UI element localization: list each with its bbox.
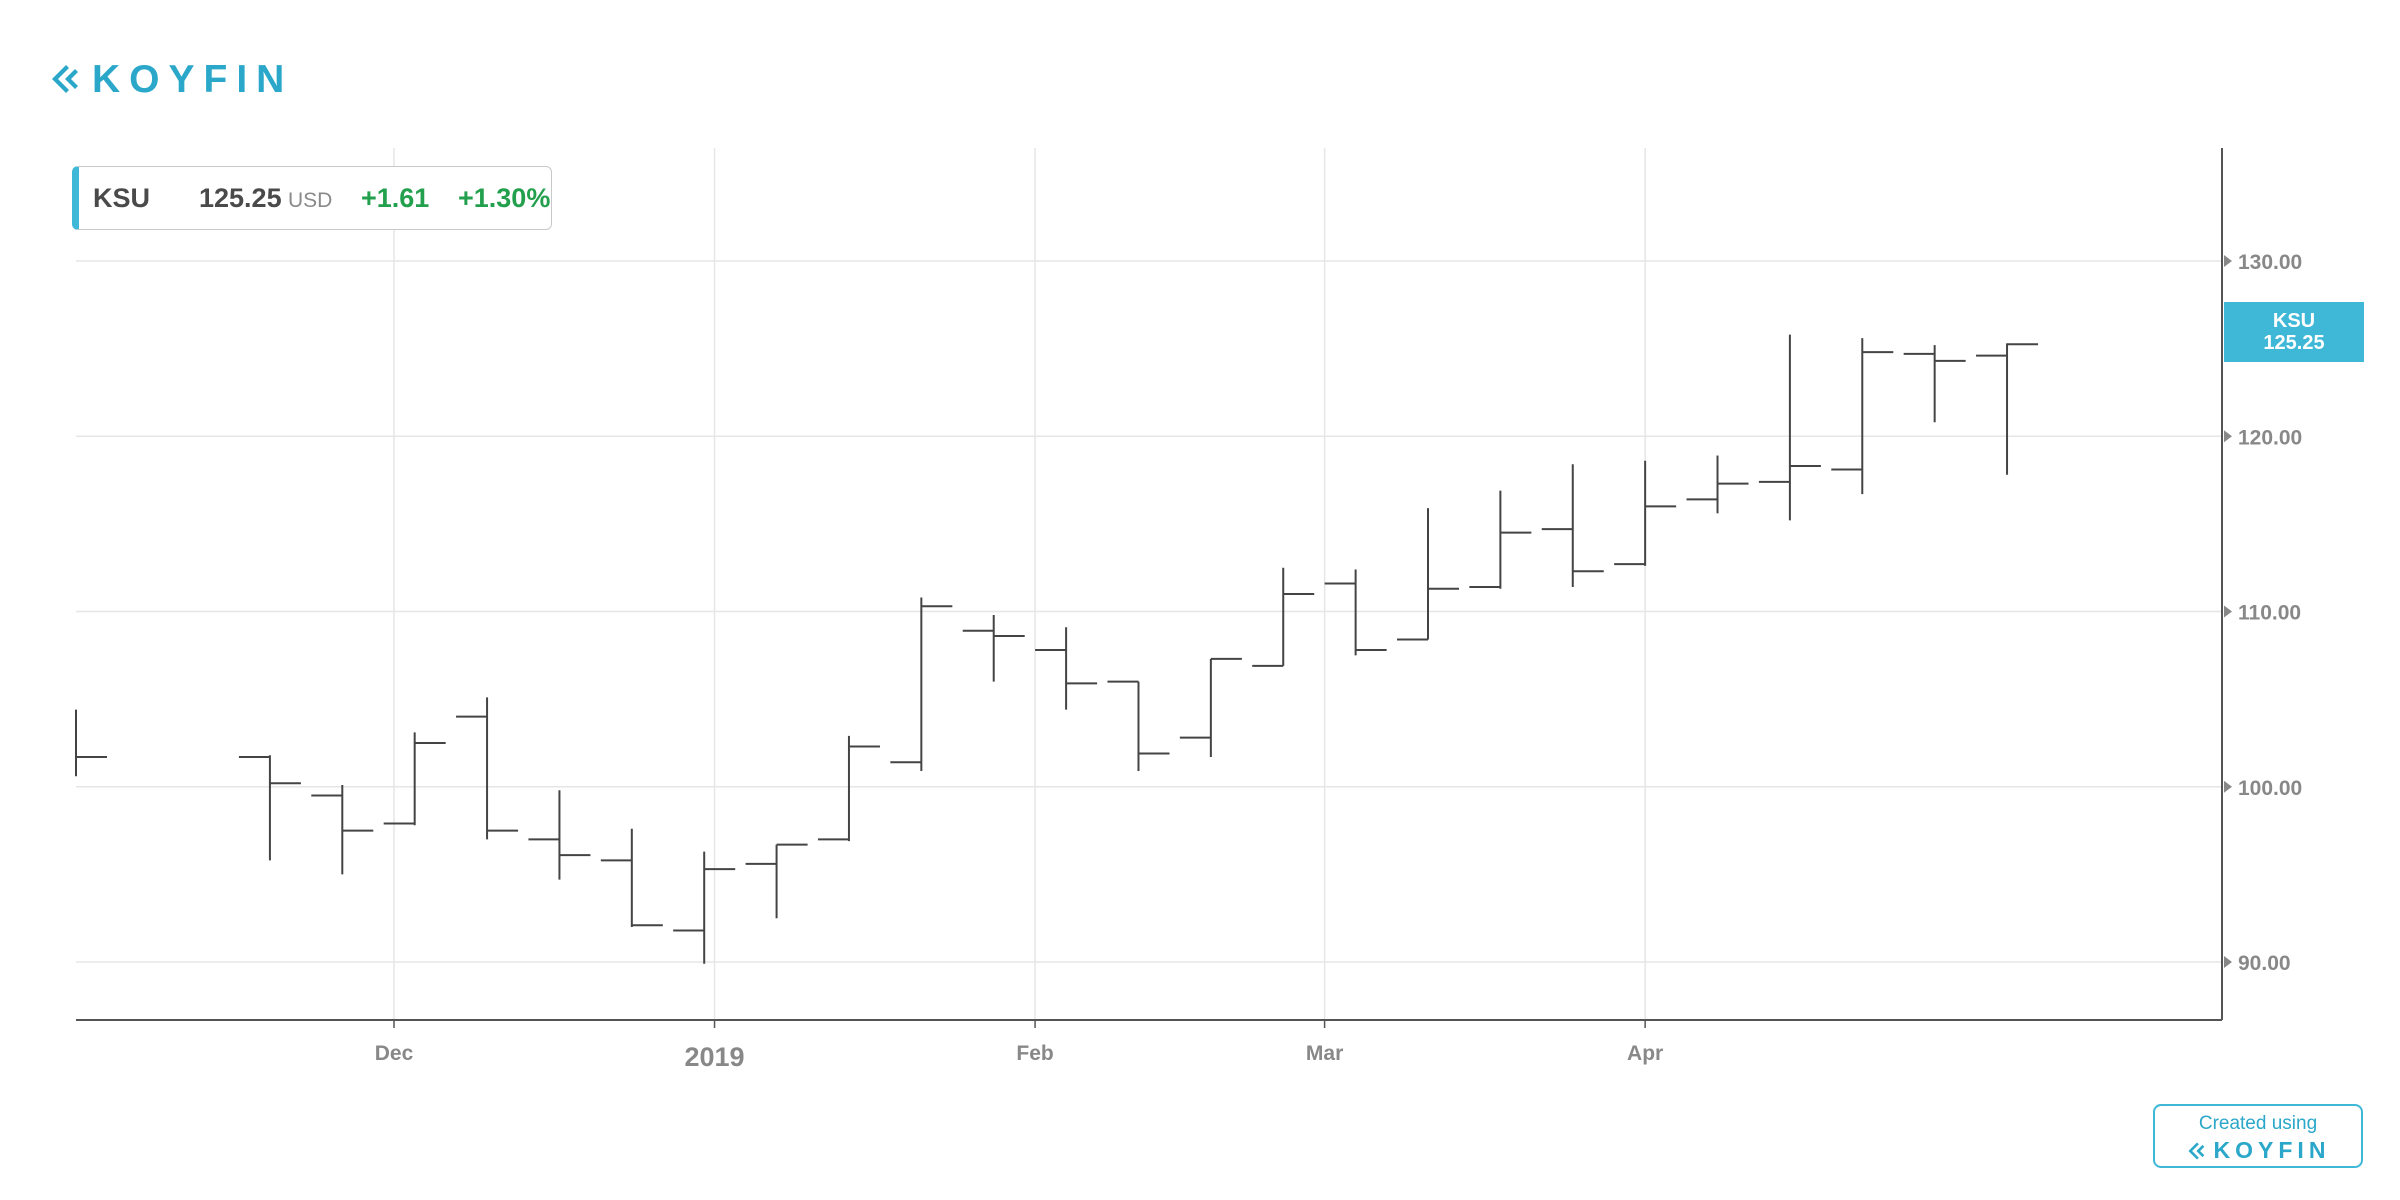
grid-layer (76, 148, 2222, 1020)
ohlc-bar (1976, 343, 2039, 475)
ohlc-bar-lead-in (75, 709, 107, 777)
ohlc-bar (890, 597, 953, 771)
badge-price: 125.25 (2263, 332, 2325, 354)
bar-layer (75, 334, 2039, 964)
ohlc-bar (1686, 455, 1749, 514)
x-tick-label: Feb (1016, 1042, 1053, 1065)
ohlc-bar (1107, 680, 1170, 771)
ticker-price: 125.25 (199, 182, 282, 213)
y-tick-label: 130.00 (2238, 251, 2302, 274)
ohlc-bar (600, 828, 663, 927)
credit-text: Created using (2198, 1113, 2318, 1134)
last-price-badge: KSU 125.25 (2224, 302, 2364, 362)
ohlc-bar (528, 790, 591, 880)
y-tick-label: 120.00 (2238, 426, 2302, 449)
ticker-symbol: KSU (93, 182, 151, 213)
y-tick-arrow-icon (2224, 430, 2232, 443)
ohlc-bar (1541, 464, 1604, 587)
ohlc-bar (238, 755, 301, 861)
ohlc-bar (1831, 338, 1894, 495)
ohlc-bar (817, 735, 880, 842)
ohlc-bar (1324, 569, 1387, 656)
ohlc-bar (1397, 508, 1459, 641)
brand-name: KOYFIN (92, 57, 294, 101)
ohlc-bar (962, 615, 1025, 682)
ticker-change-pct: +1.30% (458, 182, 551, 213)
ohlc-bar (456, 697, 519, 840)
x-tick-label: Apr (1627, 1042, 1663, 1065)
ohlc-bar (1614, 460, 1677, 566)
ohlc-bar (1252, 567, 1315, 667)
ohlc-bar (1469, 490, 1532, 589)
badge-symbol: KSU (2272, 310, 2316, 332)
y-tick-label: 90.00 (2238, 952, 2291, 975)
credit-brand: KOYFIN (2213, 1137, 2331, 1163)
ohlc-bar (311, 784, 374, 875)
axis-layer (76, 148, 2223, 1028)
ohlc-bar (1179, 657, 1242, 757)
y-tick-arrow-icon (2224, 605, 2232, 618)
x-tick-label: 2019 (685, 1042, 745, 1072)
y-tick-arrow-icon (2224, 255, 2232, 267)
ohlc-bar (745, 843, 808, 919)
ticker-info-box: KSU 125.25 USD +1.61 +1.30% (72, 166, 552, 230)
credit-logo: KOYFIN (2155, 1137, 2361, 1164)
ohlc-bar (383, 732, 446, 826)
x-tick-label: Dec (375, 1042, 414, 1065)
y-tick-arrow-icon (2224, 956, 2232, 968)
ohlc-bar (673, 851, 736, 964)
ohlc-bar (1035, 627, 1098, 710)
ohlc-bar (1758, 334, 1821, 521)
koyfin-logo-icon (2187, 1141, 2204, 1160)
ticker-currency: USD (288, 189, 333, 212)
x-tick-label: Mar (1306, 1042, 1343, 1065)
y-tick-label: 100.00 (2238, 777, 2302, 800)
y-tick-arrow-icon (2224, 780, 2232, 793)
koyfin-logo: KOYFIN (48, 58, 293, 100)
y-tick-label: 110.00 (2238, 602, 2301, 625)
ticker-change: +1.61 (361, 182, 430, 213)
ohlc-bar (1903, 345, 1966, 423)
tick-layer: 130.00 120.00 110.00 100.00 90.00 Dec 2019 Feb M… (375, 251, 2303, 1072)
koyfin-logo-icon (52, 65, 78, 93)
created-using-badge[interactable]: Created using KOYFIN (2153, 1104, 2363, 1168)
